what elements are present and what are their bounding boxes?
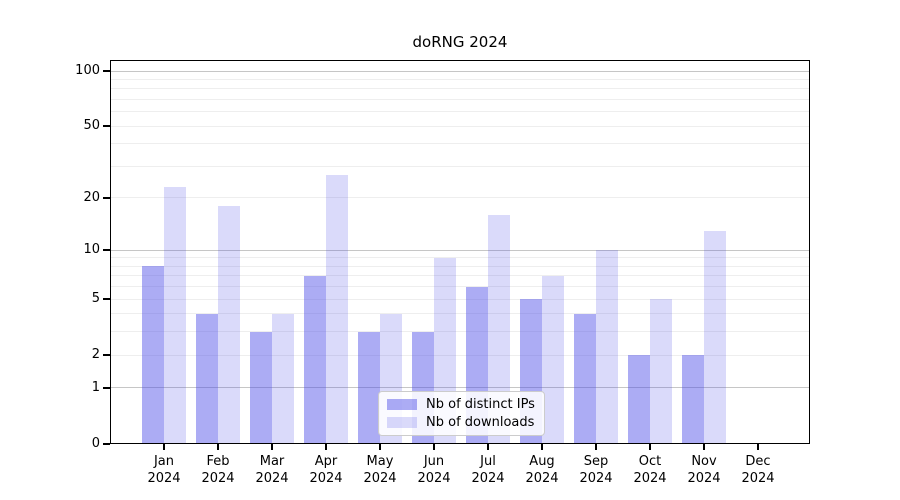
x-tick-may: [379, 444, 381, 450]
x-tick-label-oct: Oct 2024: [633, 454, 667, 486]
x-tick-nov: [703, 444, 705, 450]
gridline-minor-80: [110, 88, 810, 90]
gridline-minor-7: [110, 275, 810, 277]
x-tick-label-may: May 2024: [363, 454, 397, 486]
x-tick-jan: [163, 444, 165, 450]
gridline-minor-20: [110, 197, 810, 199]
y-tick-20: [103, 197, 110, 199]
bar-downloads-oct: [650, 299, 672, 444]
gridline-minor-2: [110, 354, 810, 356]
x-tick-label-dec: Dec 2024: [741, 454, 775, 486]
x-tick-sep: [595, 444, 597, 450]
bar-distinct-ips-jan: [142, 266, 164, 444]
bar-downloads-apr: [326, 174, 348, 444]
bar-downloads-jul: [488, 215, 510, 444]
x-tick-aug: [541, 444, 543, 450]
bar-distinct-ips-nov: [682, 355, 704, 444]
x-tick-mar: [271, 444, 273, 450]
gridline-minor-6: [110, 286, 810, 288]
bar-distinct-ips-feb: [196, 313, 218, 444]
gridline-major-1: [110, 387, 810, 389]
y-tick-label-100: 100: [75, 63, 100, 78]
y-tick-label-0: 0: [91, 436, 100, 451]
y-tick-label-50: 50: [83, 118, 100, 134]
y-tick-label-1: 1: [91, 379, 100, 395]
y-tick-label-2: 2: [91, 347, 100, 363]
y-tick-label-10: 10: [83, 242, 100, 258]
y-tick-10: [103, 249, 110, 251]
bar-distinct-ips-mar: [250, 331, 272, 444]
x-tick-label-feb: Feb 2024: [201, 454, 235, 486]
x-tick-oct: [649, 444, 651, 450]
gridline-minor-40: [110, 143, 810, 145]
bar-downloads-jan: [164, 187, 186, 444]
y-tick-0: [103, 443, 110, 445]
x-tick-label-sep: Sep 2024: [579, 454, 613, 486]
legend-swatch-distinct-ips: [387, 399, 417, 411]
x-tick-jun: [433, 444, 435, 450]
bar-downloads-feb: [218, 206, 240, 444]
x-tick-label-jul: Jul 2024: [471, 454, 505, 486]
x-tick-label-aug: Aug 2024: [525, 454, 559, 486]
gridline-major-100: [110, 70, 810, 72]
legend: Nb of distinct IPs Nb of downloads: [378, 391, 545, 436]
legend-swatch-downloads: [387, 416, 417, 428]
chart-title: doRNG 2024: [412, 33, 508, 51]
gridline-minor-4: [110, 313, 810, 315]
x-tick-label-nov: Nov 2024: [687, 454, 721, 486]
bar-distinct-ips-sep: [574, 313, 596, 444]
y-tick-5: [103, 298, 110, 300]
x-tick-apr: [325, 444, 327, 450]
legend-label: Nb of downloads: [426, 414, 535, 430]
y-tick-label-5: 5: [91, 291, 100, 307]
bar-distinct-ips-oct: [628, 355, 650, 444]
x-tick-label-mar: Mar 2024: [255, 454, 289, 486]
gridline-minor-90: [110, 78, 810, 80]
gridline-minor-5: [110, 298, 810, 300]
gridline-minor-70: [110, 98, 810, 100]
y-tick-50: [103, 125, 110, 127]
gridline-minor-9: [110, 257, 810, 259]
bar-downloads-sep: [596, 250, 618, 444]
x-tick-label-apr: Apr 2024: [309, 454, 343, 486]
gridline-minor-60: [110, 111, 810, 113]
bar-downloads-mar: [272, 313, 294, 444]
legend-item: Nb of downloads: [387, 415, 538, 430]
y-tick-2: [103, 354, 110, 356]
gridline-minor-8: [110, 265, 810, 267]
x-tick-label-jan: Jan 2024: [147, 454, 181, 486]
gridline-minor-50: [110, 125, 810, 127]
y-tick-1: [103, 387, 110, 389]
gridline-major-10: [110, 249, 810, 251]
legend-item: Nb of distinct IPs: [387, 397, 538, 412]
bar-downloads-aug: [542, 275, 564, 444]
gridline-minor-30: [110, 165, 810, 167]
legend-label: Nb of distinct IPs: [426, 397, 535, 413]
bar-downloads-nov: [704, 230, 726, 444]
y-tick-label-20: 20: [83, 189, 100, 205]
x-tick-feb: [217, 444, 219, 450]
y-tick-100: [103, 70, 110, 72]
plot-area: [110, 60, 810, 444]
gridline-minor-3: [110, 331, 810, 333]
x-tick-jul: [487, 444, 489, 450]
x-tick-label-jun: Jun 2024: [417, 454, 451, 486]
bar-distinct-ips-apr: [304, 275, 326, 444]
bar-distinct-ips-may: [358, 331, 380, 444]
x-tick-dec: [757, 444, 759, 450]
